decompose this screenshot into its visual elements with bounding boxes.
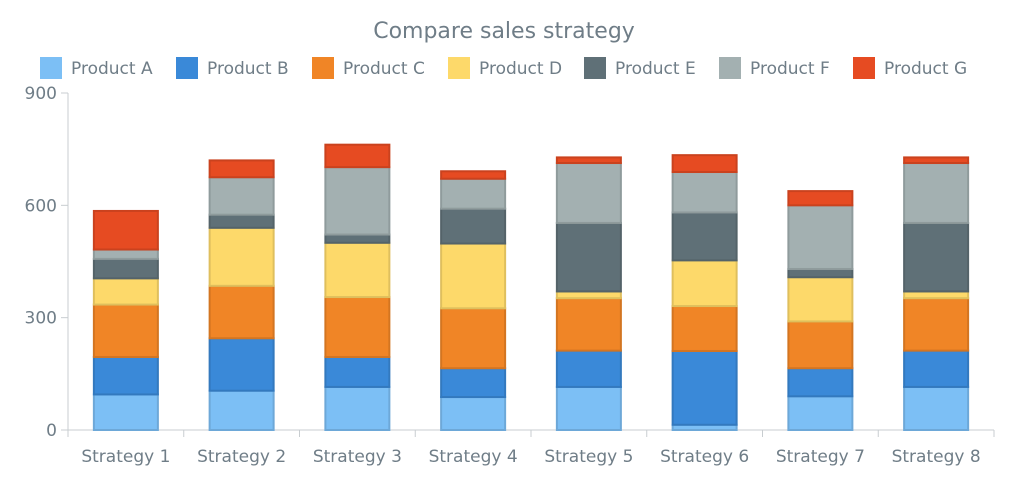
bar-segment-2-3[interactable]: [208, 284, 275, 340]
bar-segment-5-5[interactable]: [555, 221, 622, 293]
legend-label-4[interactable]: Product D: [479, 59, 562, 79]
bar-segment-1-7[interactable]: [92, 209, 159, 251]
legend-swatch-6[interactable]: [719, 57, 741, 79]
x-tick-label: Strategy 6: [660, 447, 749, 467]
bar-segment-4-2[interactable]: [440, 367, 507, 399]
bar-segment-5-4[interactable]: [555, 290, 622, 300]
bar-segment-8-7[interactable]: [903, 156, 970, 165]
bar-segment-8-1[interactable]: [903, 385, 970, 432]
x-tick-label: Strategy 1: [81, 447, 170, 467]
y-tick-label: 300: [25, 309, 57, 329]
legend-swatch-3[interactable]: [312, 57, 334, 79]
bar-segment-3-7[interactable]: [324, 143, 391, 169]
bar-segment-8-6[interactable]: [903, 162, 970, 224]
bar-segment-3-6[interactable]: [324, 166, 391, 236]
bar-segment-7-4[interactable]: [787, 276, 854, 323]
x-tick-label: Strategy 5: [544, 447, 633, 467]
bar-segment-5-3[interactable]: [555, 297, 622, 352]
bar-segment-3-1[interactable]: [324, 385, 391, 432]
x-axis: Strategy 1 Strategy 2 Strategy 3 Strategy 4…: [67, 429, 995, 467]
y-axis: 0 300 600 900: [25, 84, 69, 441]
bar-segment-1-3[interactable]: [92, 303, 159, 358]
x-tick-label: Strategy 8: [892, 447, 981, 467]
x-tick-label: Strategy 7: [776, 447, 865, 467]
bar-segment-7-1[interactable]: [787, 395, 854, 431]
bar-segment-1-5[interactable]: [92, 257, 159, 280]
x-tick-label: Strategy 2: [197, 447, 286, 467]
x-tick-label: Strategy 3: [313, 447, 402, 467]
legend-swatch-2[interactable]: [176, 57, 198, 79]
legend-label-6[interactable]: Product F: [750, 59, 830, 79]
bar-segment-5-7[interactable]: [555, 156, 622, 165]
bar-segment-7-7[interactable]: [787, 190, 854, 207]
bar-segment-6-3[interactable]: [671, 305, 738, 352]
bar-segment-4-6[interactable]: [440, 177, 507, 210]
bar-segment-4-3[interactable]: [440, 307, 507, 370]
bar-segment-2-5[interactable]: [208, 213, 275, 229]
bar-segment-3-5[interactable]: [324, 233, 391, 244]
bar-segment-2-4[interactable]: [208, 226, 275, 287]
chart-title: Compare sales strategy: [373, 19, 635, 44]
bars: [92, 143, 970, 432]
bar-segment-2-1[interactable]: [208, 389, 275, 431]
legend-label-2[interactable]: Product B: [207, 59, 289, 79]
bar-segment-1-6[interactable]: [92, 248, 159, 260]
bar-segment-6-7[interactable]: [671, 154, 738, 174]
y-tick-label: 600: [25, 196, 57, 216]
bar-segment-6-6[interactable]: [671, 171, 738, 214]
bar-segment-4-1[interactable]: [440, 396, 507, 431]
legend-label-7[interactable]: Product G: [884, 59, 967, 79]
bar-segment-3-2[interactable]: [324, 355, 391, 388]
legend-swatch-5[interactable]: [584, 57, 606, 79]
bar-segment-7-2[interactable]: [787, 367, 854, 398]
bar-segment-6-2[interactable]: [671, 349, 738, 426]
bar-segment-4-4[interactable]: [440, 242, 507, 310]
legend: Product A Product B Product C Product D Prod…: [40, 57, 967, 79]
legend-label-1[interactable]: Product A: [71, 59, 153, 79]
bar-segment-3-3[interactable]: [324, 296, 391, 358]
bar-segment-1-4[interactable]: [92, 277, 159, 306]
bar-segment-4-5[interactable]: [440, 207, 507, 245]
legend-swatch-4[interactable]: [448, 57, 470, 79]
bar-segment-6-4[interactable]: [671, 259, 738, 308]
bar-segment-7-6[interactable]: [787, 204, 854, 270]
bar-segment-8-3[interactable]: [903, 297, 970, 352]
bar-segment-6-5[interactable]: [671, 211, 738, 262]
bar-segment-8-2[interactable]: [903, 349, 970, 388]
bar-segment-2-7[interactable]: [208, 159, 275, 179]
bar-segment-5-6[interactable]: [555, 162, 622, 224]
legend-label-5[interactable]: Product E: [615, 59, 696, 79]
bar-segment-3-4[interactable]: [324, 241, 391, 299]
bar-segment-4-7[interactable]: [440, 170, 507, 180]
bar-segment-1-2[interactable]: [92, 355, 159, 396]
y-tick-label: 900: [25, 84, 57, 104]
bar-segment-1-1[interactable]: [92, 393, 159, 431]
bar-segment-8-4[interactable]: [903, 290, 970, 300]
legend-label-3[interactable]: Product C: [343, 59, 425, 79]
x-tick-label: Strategy 4: [429, 447, 518, 467]
y-tick-label: 0: [46, 421, 57, 441]
bar-segment-8-5[interactable]: [903, 221, 970, 293]
legend-swatch-1[interactable]: [40, 57, 62, 79]
bar-segment-5-2[interactable]: [555, 349, 622, 388]
bar-segment-5-1[interactable]: [555, 385, 622, 432]
bar-segment-7-3[interactable]: [787, 320, 854, 370]
bar-segment-2-2[interactable]: [208, 337, 275, 392]
bar-segment-2-6[interactable]: [208, 176, 275, 216]
bar-segment-7-5[interactable]: [787, 267, 854, 279]
legend-swatch-7[interactable]: [853, 57, 875, 79]
